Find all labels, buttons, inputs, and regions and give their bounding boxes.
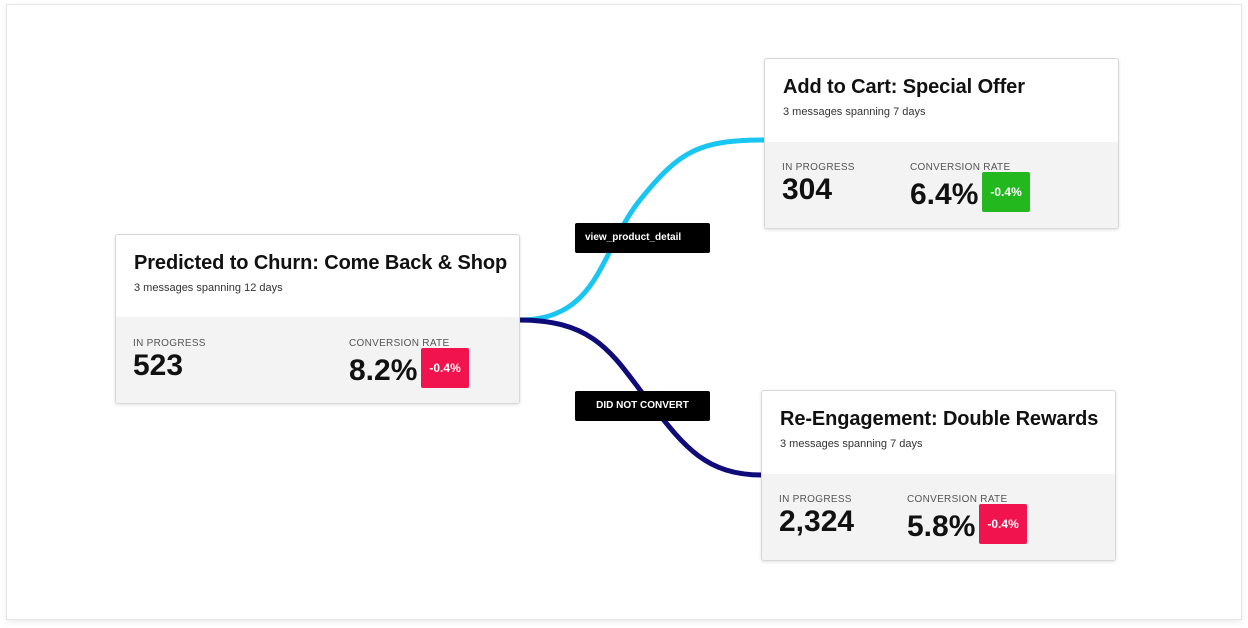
delta-badge: -0.4% [421, 348, 469, 388]
card-subtitle: 3 messages spanning 7 days [780, 438, 923, 450]
conversion-value: 8.2% [349, 353, 418, 387]
conversion-label: CONVERSION RATE [349, 338, 450, 349]
conversion-value: 6.4% [910, 177, 979, 211]
journey-card-cart[interactable]: Add to Cart: Special Offer 3 messages sp… [764, 58, 1119, 229]
card-stats: IN PROGRESS 304 CONVERSION RATE 6.4% -0.4… [765, 142, 1118, 228]
edge-label-did-not-convert[interactable]: DID NOT CONVERT [575, 391, 710, 421]
card-subtitle: 3 messages spanning 12 days [134, 282, 283, 294]
connector-upper [518, 137, 766, 323]
in-progress-label: IN PROGRESS [779, 494, 852, 505]
in-progress-value: 304 [782, 173, 833, 206]
conversion-label: CONVERSION RATE [907, 494, 1008, 505]
conversion-stat: CONVERSION RATE 6.4% -0.4% [910, 162, 1030, 216]
delta-badge: -0.4% [979, 504, 1027, 544]
in-progress-label: IN PROGRESS [782, 162, 855, 173]
edge-label-view-product-detail[interactable]: view_product_detail [575, 223, 710, 253]
conversion-value: 5.8% [907, 509, 976, 543]
in-progress-stat: IN PROGRESS 2,324 [779, 494, 854, 538]
connector-lower [518, 317, 763, 478]
journey-card-reengagement[interactable]: Re-Engagement: Double Rewards 3 messages… [761, 390, 1116, 561]
in-progress-stat: IN PROGRESS 304 [782, 162, 855, 206]
in-progress-stat: IN PROGRESS 523 [133, 338, 206, 382]
card-title: Add to Cart: Special Offer [783, 76, 1025, 98]
in-progress-value: 2,324 [779, 505, 855, 538]
delta-badge: -0.4% [982, 172, 1030, 212]
card-stats: IN PROGRESS 2,324 CONVERSION RATE 5.8% -0… [762, 474, 1115, 560]
card-title: Predicted to Churn: Come Back & Shop [134, 252, 508, 274]
conversion-label: CONVERSION RATE [910, 162, 1011, 173]
card-title: Re-Engagement: Double Rewards [780, 408, 1099, 430]
conversion-stat: CONVERSION RATE 5.8% -0.4% [907, 494, 1027, 548]
journey-card-churn[interactable]: Predicted to Churn: Come Back & Shop 3 m… [115, 234, 520, 404]
in-progress-label: IN PROGRESS [133, 338, 206, 349]
card-subtitle: 3 messages spanning 7 days [783, 106, 926, 118]
in-progress-value: 523 [133, 349, 184, 382]
conversion-stat: CONVERSION RATE 8.2% -0.4% [349, 338, 469, 392]
card-stats: IN PROGRESS 523 CONVERSION RATE 8.2% -0.4… [116, 317, 519, 403]
